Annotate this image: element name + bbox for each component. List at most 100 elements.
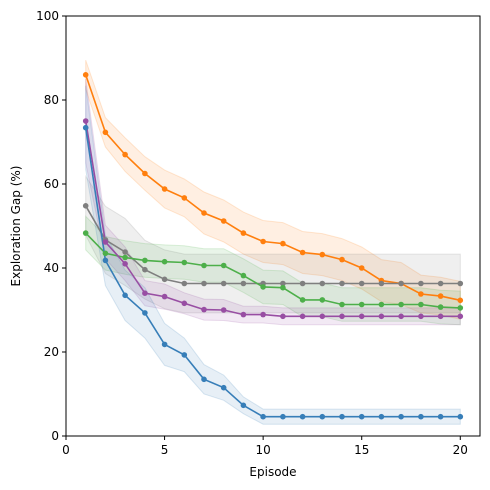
x-axis-ticks: 0 5 10 15 20 <box>62 436 468 457</box>
series-3-point <box>418 301 424 308</box>
series-4-point <box>457 313 464 320</box>
y-tick-label: 40 <box>44 261 59 275</box>
series-5-point <box>339 413 345 420</box>
series-2-point <box>240 280 247 287</box>
series-5-point <box>280 413 286 420</box>
series-1-point <box>161 186 168 192</box>
series-1-point <box>122 151 128 158</box>
series-3-point <box>319 297 326 303</box>
series-2-point <box>437 280 444 287</box>
series-2-point <box>339 280 345 287</box>
series-points <box>82 72 464 420</box>
series-4-point <box>201 306 207 313</box>
series-5-point <box>161 341 168 348</box>
series-5-point <box>358 413 365 420</box>
series-1-point <box>358 265 365 271</box>
series-2-band <box>85 174 461 314</box>
series-1-point <box>437 293 444 299</box>
series-lines <box>84 74 461 418</box>
series-3-point <box>339 301 345 308</box>
series-4-point <box>122 261 128 267</box>
series-3-point <box>220 262 227 269</box>
x-tick-label: 5 <box>161 443 169 457</box>
series-3-point <box>142 257 148 264</box>
series-3-line <box>85 232 461 309</box>
series-2-point <box>201 280 207 287</box>
series-4-point <box>240 311 247 318</box>
series-1-point <box>339 256 345 263</box>
series-5-band <box>85 85 461 425</box>
series-2-point <box>142 266 148 273</box>
series-4-point <box>181 300 188 307</box>
series-1-point <box>181 195 188 201</box>
series-3-point <box>122 254 128 261</box>
y-tick-label: 0 <box>51 429 59 443</box>
series-5-point <box>418 413 424 420</box>
series-3-point <box>260 284 266 290</box>
series-5-point <box>201 376 207 383</box>
series-4-point <box>280 313 286 320</box>
series-3-band <box>85 215 461 326</box>
series-5-point <box>142 310 148 316</box>
x-tick-label: 10 <box>256 443 271 457</box>
series-1-point <box>142 170 148 177</box>
series-5-point <box>181 352 188 358</box>
series-2-point <box>299 280 306 287</box>
y-tick-label: 100 <box>36 9 59 23</box>
plot-frame <box>65 15 481 437</box>
series-1-band <box>85 59 461 320</box>
series-2-point <box>181 280 188 287</box>
series-1-point <box>102 129 109 136</box>
series-3-point <box>181 259 188 266</box>
series-4-point <box>437 313 444 320</box>
series-3-point <box>102 250 109 257</box>
series-4-line <box>84 120 461 318</box>
series-5-line <box>84 127 461 418</box>
series-5-point <box>378 413 385 420</box>
series-2-point <box>358 280 365 287</box>
series-5-point <box>299 413 306 420</box>
series-2-point <box>161 276 168 283</box>
series-4-point <box>319 313 326 320</box>
x-tick-label: 20 <box>453 443 468 457</box>
y-axis-label: Exploration Gap (%) <box>9 166 23 287</box>
x-tick-label: 0 <box>62 443 70 457</box>
series-3-point <box>398 301 404 308</box>
series-1-point <box>82 72 89 78</box>
series-3-point <box>82 230 89 236</box>
series-4-point <box>82 118 89 124</box>
x-axis-label: Episode <box>249 465 296 479</box>
series-2-point <box>220 280 227 287</box>
series-5-point <box>102 257 109 264</box>
series-5-point <box>398 413 404 420</box>
series-4-point <box>299 313 306 320</box>
series-2-point <box>280 280 286 287</box>
plot-area <box>66 16 480 436</box>
series-1-point <box>220 218 227 224</box>
series-2-point <box>378 280 385 287</box>
series-4-point <box>339 313 345 320</box>
series-4-point <box>418 313 424 320</box>
series-5-point <box>319 413 326 420</box>
series-3-point <box>240 272 247 279</box>
series-2-point <box>319 280 326 287</box>
series-2-point <box>82 203 89 209</box>
series-3-point <box>358 301 365 308</box>
series-4-point <box>102 239 109 245</box>
series-5-point <box>220 384 227 391</box>
series-4-point <box>378 313 385 320</box>
series-5-point <box>240 402 247 409</box>
series-3-point <box>299 297 306 303</box>
series-5-point <box>437 413 444 420</box>
y-axis-ticks: 0 20 40 60 80 100 <box>36 9 66 443</box>
series-1-point <box>319 251 326 258</box>
y-tick-label: 20 <box>44 345 59 359</box>
series-1-point <box>457 297 464 304</box>
confidence-bands <box>85 59 461 425</box>
series-1-point <box>201 210 207 216</box>
series-3-point <box>378 301 385 308</box>
series-4-point <box>161 293 168 300</box>
series-4-band <box>85 78 461 326</box>
series-4-point <box>358 313 365 320</box>
